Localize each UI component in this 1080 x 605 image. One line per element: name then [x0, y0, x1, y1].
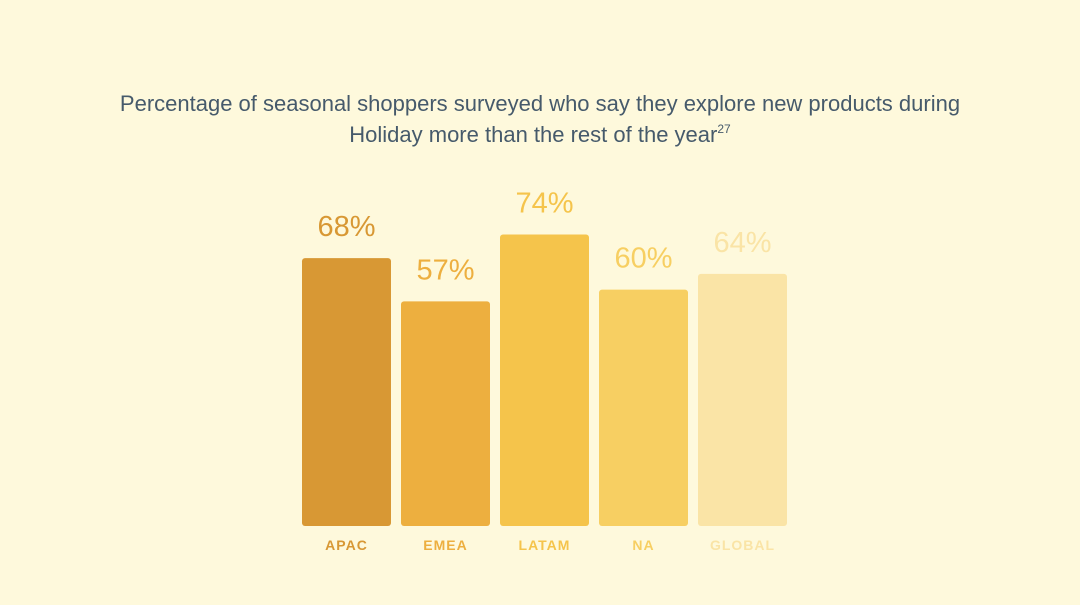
value-label-apac: 68%: [317, 211, 375, 243]
bars-group: [302, 234, 787, 526]
chart-title-text: Percentage of seasonal shoppers surveyed…: [119, 91, 961, 147]
value-label-emea: 57%: [416, 254, 474, 286]
bar-apac: [302, 258, 391, 526]
value-label-latam: 74%: [515, 187, 573, 219]
category-label-emea: EMEA: [423, 537, 467, 553]
bar-latam: [500, 234, 589, 526]
bar-na: [599, 289, 688, 526]
chart-title-footnote: 27: [717, 122, 731, 136]
bar-emea: [401, 301, 490, 526]
value-label-na: 60%: [614, 243, 672, 275]
value-label-global: 64%: [713, 227, 771, 259]
category-label-global: GLOBAL: [710, 537, 775, 553]
bar-global: [698, 273, 787, 526]
category-label-latam: LATAM: [519, 537, 571, 553]
value-labels-group: 68% 57% 74% 60% 64%: [317, 187, 771, 286]
category-labels-group: APAC EMEA LATAM NA GLOBAL: [325, 537, 775, 553]
category-label-apac: APAC: [325, 537, 368, 553]
chart-title: Percentage of seasonal shoppers surveyed…: [90, 88, 990, 150]
category-label-na: NA: [632, 537, 654, 553]
